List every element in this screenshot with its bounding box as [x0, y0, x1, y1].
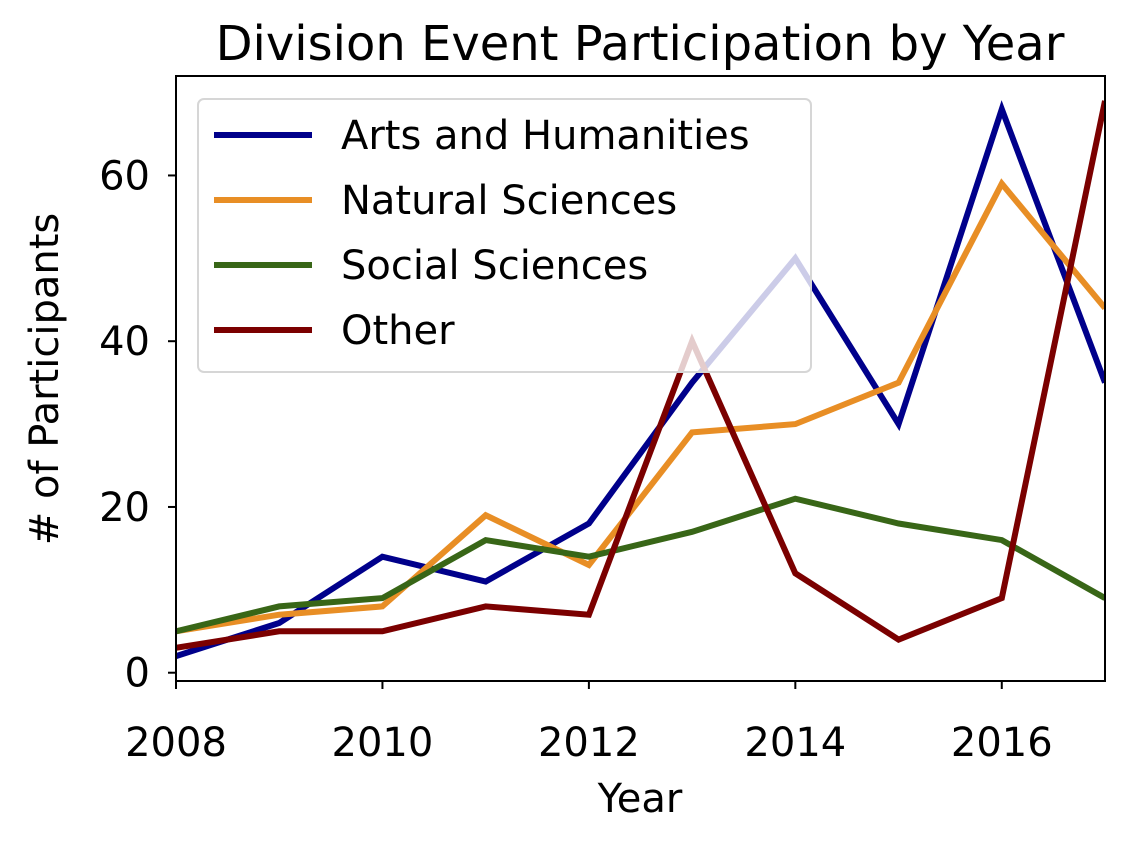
legend-box	[197, 98, 812, 373]
y-tick-label: 20	[99, 485, 150, 531]
x-tick-label: 2016	[951, 720, 1053, 766]
y-tick-label: 0	[125, 651, 150, 697]
x-tick-label: 2010	[332, 720, 434, 766]
series-line-social-sciences	[176, 495, 1105, 635]
legend-label: Natural Sciences	[341, 178, 677, 224]
x-tick-label: 2014	[744, 720, 846, 766]
series-layer	[176, 100, 1105, 659]
series-line-natural-sciences	[176, 178, 1105, 635]
legend: Arts and Humanities Natural Sciences Socia…	[197, 98, 812, 373]
x-tick-label: 2012	[538, 720, 640, 766]
y-tick-label: 40	[99, 319, 150, 365]
y-axis-label: # of Participants	[22, 213, 68, 545]
legend-label: Social Sciences	[341, 243, 648, 289]
x-axis: 2008 2010 2012 2014 2016	[125, 681, 1053, 766]
legend-label: Other	[341, 308, 455, 354]
series-line-arts-and-humanities	[176, 100, 1105, 659]
y-tick-label: 60	[99, 153, 150, 199]
chart-title: Division Event Participation by Year	[216, 16, 1065, 72]
plot-frame	[175, 75, 1106, 682]
series-line-other	[176, 100, 1105, 651]
y-axis: 0 20 40 60	[99, 153, 176, 697]
x-tick-label: 2008	[125, 720, 227, 766]
x-axis-label: Year	[597, 776, 683, 822]
legend-label: Arts and Humanities	[341, 113, 750, 159]
